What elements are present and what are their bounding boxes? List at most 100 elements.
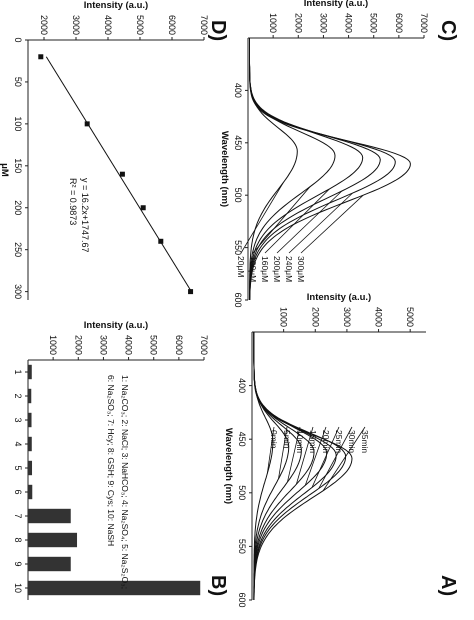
- x-tick-label: 550: [237, 539, 247, 554]
- bar: [27, 532, 78, 548]
- panel-a: 1000 2000 3000 4000 5000 400 450 500 550 600 Inten…: [223, 292, 459, 608]
- x-tick-label: 450: [233, 135, 243, 150]
- series-line: [253, 332, 290, 600]
- panel-b: 1000 2000 3000 4000 5000 6000 7000 Intensity (a…: [13, 320, 229, 600]
- x-axis-title: Wavelength (nm): [219, 131, 230, 207]
- legend-leader: [240, 182, 284, 254]
- y-tick-label: 3000: [342, 307, 352, 327]
- series-line: [253, 332, 337, 600]
- fit-equation: y = 16.2x+1747.67: [80, 178, 90, 253]
- y-tick-label: 6000: [394, 13, 404, 33]
- x-tick-label: 150: [13, 158, 23, 173]
- y-tick-label: 2000: [293, 13, 303, 33]
- x-tick-label: 3: [13, 417, 23, 422]
- legend-leader: [304, 426, 327, 486]
- y-tick-label: 2000: [73, 335, 83, 355]
- legend-leader: [311, 426, 340, 488]
- y-tick-label: 1000: [268, 13, 278, 33]
- y-tick-label: 3000: [71, 15, 81, 35]
- x-tick-label: 500: [233, 188, 243, 203]
- y-axis-title: Intensity (a.u.): [84, 0, 148, 11]
- bar: [28, 484, 33, 500]
- data-point: [38, 54, 44, 60]
- legend-entry: 240μM: [284, 256, 294, 282]
- legend-entry: 30min: [347, 430, 357, 453]
- y-axis-title: Intensity (a.u.): [307, 292, 371, 303]
- legend-leader: [295, 426, 314, 485]
- series-line: [253, 332, 302, 600]
- legend-note-line-1: 1: Na₂CO₃; 2: NaCl; 3: NaHCO₃; 4: Na₂SO₄…: [120, 375, 130, 589]
- legend-leader: [252, 186, 311, 254]
- series-line: [253, 332, 274, 600]
- y-tick-label: 4000: [344, 13, 354, 33]
- x-tick-label: 50: [13, 77, 23, 87]
- x-tick-label: 0: [13, 37, 23, 42]
- y-tick-label: 2000: [39, 15, 49, 35]
- bar: [27, 364, 32, 380]
- data-point: [84, 121, 90, 127]
- legend-entry: 35min: [360, 430, 370, 453]
- x-tick-label: 7: [13, 513, 23, 518]
- legend-entry: 20min: [321, 430, 331, 453]
- y-tick-label: 4000: [103, 15, 113, 35]
- legend-entry: 200μM: [272, 256, 282, 282]
- y-tick-label: 6000: [174, 335, 184, 355]
- x-axis-title: μM: [0, 163, 10, 177]
- legend-entry: 5min: [282, 430, 292, 449]
- x-tick-label: 4: [13, 441, 23, 446]
- y-tick-label: 7000: [199, 15, 209, 35]
- panel-c: 1000 2000 3000 4000 5000 6000 7000 400 450 500 550…: [219, 0, 459, 308]
- legend-leader: [266, 426, 275, 474]
- x-tick-label: 9: [13, 561, 23, 566]
- x-tick-label: 250: [13, 242, 23, 257]
- y-tick-label: 4000: [374, 307, 384, 327]
- x-tick-label: 8: [13, 537, 23, 542]
- bar: [28, 556, 71, 572]
- series-line: [253, 332, 315, 600]
- legend-entry: 160μM: [260, 256, 270, 282]
- legend-note-line-2: 6: Na₂SO₃; 7: Hcy; 8: GSH; 9: Cys; 10: N…: [106, 375, 116, 546]
- y-tick-label: 5000: [135, 15, 145, 35]
- y-tick-label: 7000: [199, 335, 209, 355]
- x-tick-label: 400: [237, 378, 247, 393]
- x-tick-label: 300: [13, 284, 23, 299]
- bar: [28, 460, 33, 476]
- y-tick-label: 7000: [419, 13, 429, 33]
- x-tick-label: 10: [13, 583, 23, 593]
- data-point: [188, 289, 194, 295]
- x-tick-label: 500: [237, 485, 247, 500]
- x-tick-label: 2: [13, 393, 23, 398]
- legend-entry: 25min: [334, 430, 344, 453]
- x-tick-label: 6: [13, 489, 23, 494]
- x-axis-title: Wavelength (nm): [223, 428, 234, 504]
- x-tick-label: 400: [233, 83, 243, 98]
- series-line: [253, 332, 347, 600]
- x-tick-label: 600: [233, 292, 243, 307]
- legend-leader: [300, 194, 364, 254]
- legend-entry: 15min: [308, 430, 318, 453]
- y-tick-label: 3000: [98, 335, 108, 355]
- x-tick-label: 600: [237, 592, 247, 607]
- y-tick-label: 5000: [405, 307, 415, 327]
- y-tick-label: 2000: [310, 307, 320, 327]
- x-tick-label: 450: [237, 432, 247, 447]
- x-tick-label: 5: [13, 465, 23, 470]
- panel-label: D): [207, 20, 229, 41]
- bar: [28, 388, 32, 404]
- x-tick-label: 100: [13, 116, 23, 131]
- y-tick-label: 1000: [48, 335, 58, 355]
- panel-label: B): [207, 575, 229, 596]
- legend-entry: 300μM: [296, 256, 306, 282]
- legend-entry: 100μM: [248, 256, 258, 282]
- data-point: [140, 205, 146, 211]
- data-point: [119, 171, 125, 177]
- y-axis-title: Intensity (a.u.): [84, 320, 148, 331]
- x-tick-label: 550: [233, 240, 243, 255]
- panel-label: C): [437, 20, 459, 41]
- legend-entry: 0min: [269, 430, 279, 449]
- legend-leader: [264, 188, 330, 254]
- bar: [28, 508, 71, 524]
- data-point: [158, 238, 164, 244]
- bar: [27, 412, 32, 428]
- x-tick-label: 1: [13, 369, 23, 374]
